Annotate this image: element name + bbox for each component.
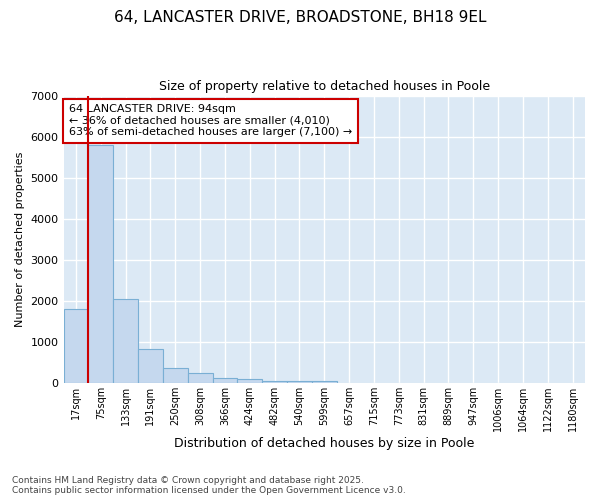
X-axis label: Distribution of detached houses by size in Poole: Distribution of detached houses by size … [174,437,475,450]
Y-axis label: Number of detached properties: Number of detached properties [15,152,25,327]
Bar [138,350,163,383]
Bar [64,309,88,383]
Bar [212,378,238,383]
Text: 64, LANCASTER DRIVE, BROADSTONE, BH18 9EL: 64, LANCASTER DRIVE, BROADSTONE, BH18 9E… [114,10,486,25]
Bar [188,373,212,383]
Bar [163,368,188,383]
Bar [113,299,138,383]
Bar [287,381,312,383]
Text: 64 LANCASTER DRIVE: 94sqm
← 36% of detached houses are smaller (4,010)
63% of se: 64 LANCASTER DRIVE: 94sqm ← 36% of detac… [69,104,352,138]
Text: Contains HM Land Registry data © Crown copyright and database right 2025.
Contai: Contains HM Land Registry data © Crown c… [12,476,406,495]
Bar [262,381,287,383]
Bar [312,381,337,383]
Title: Size of property relative to detached houses in Poole: Size of property relative to detached ho… [159,80,490,93]
Bar [238,379,262,383]
Bar [88,145,113,383]
